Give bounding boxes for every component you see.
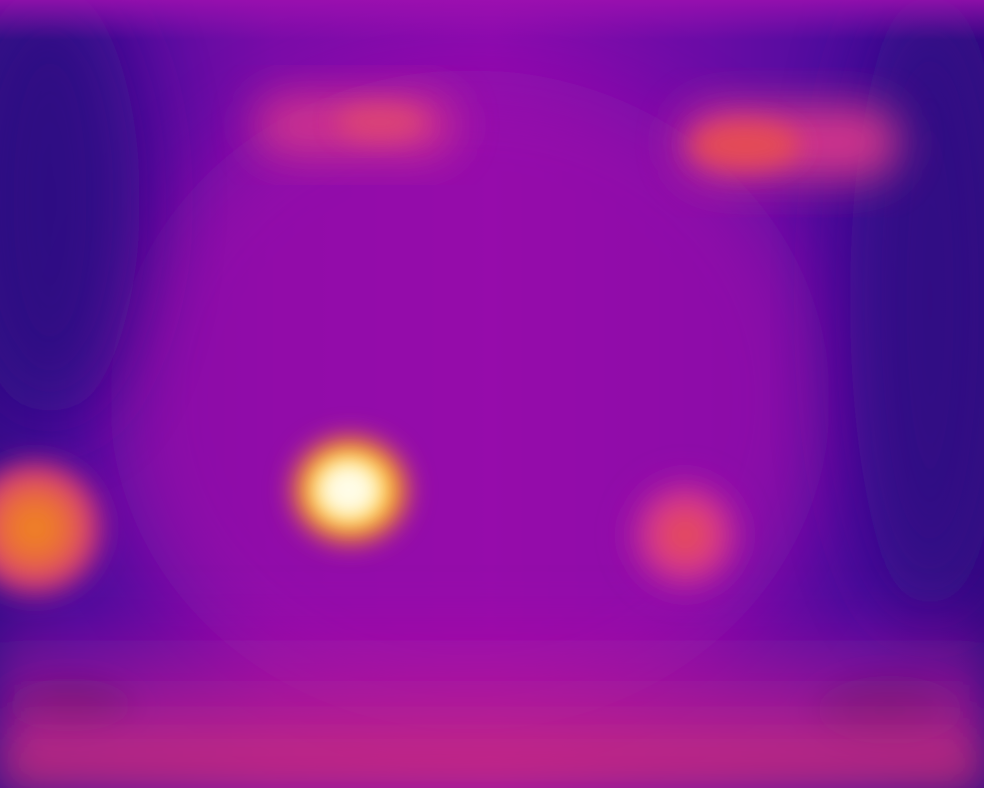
left-edge-source [0,453,110,603]
right-source [615,465,755,605]
center-bright-core [318,464,378,516]
ceiling-light-right-core [690,121,800,169]
floor-band [0,600,984,788]
cold-region-left [0,0,140,420]
cold-region-right [850,0,984,620]
top-band [0,0,984,40]
ceiling-light-left-core [335,104,425,140]
